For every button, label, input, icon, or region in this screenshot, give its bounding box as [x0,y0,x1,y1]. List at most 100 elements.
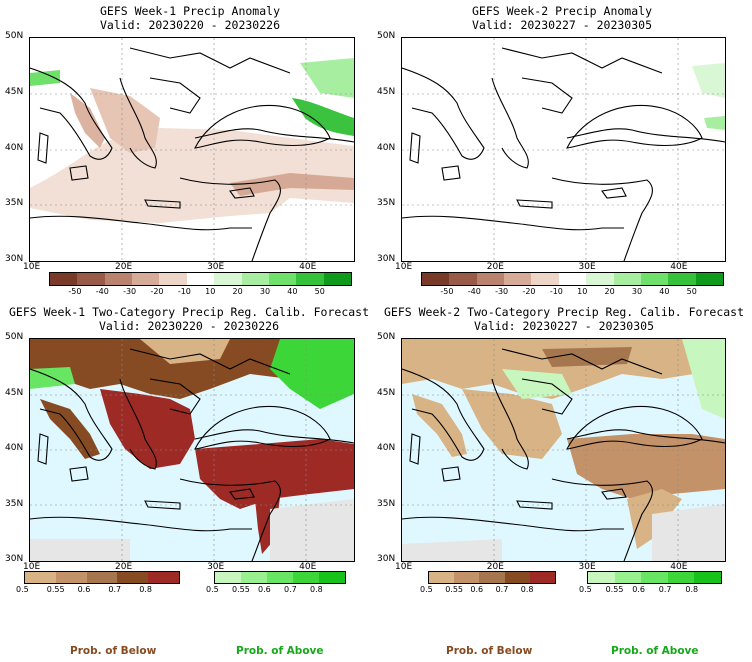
colorbar-swatch [241,273,269,285]
colorbar-swatch [531,273,559,285]
colorbar-swatch [640,273,669,285]
below-turkey [567,434,725,499]
panel4-title: GEFS Week-2 Two-Category Precip Reg. Cal… [383,305,745,333]
colorbar-label: 0.6 [77,585,91,594]
below-strip-dark [542,347,632,367]
colorbar-swatch [641,572,668,583]
colorbar-swatch [214,273,242,285]
prob-below-title-right: Prob. of Below [446,645,533,657]
prob-above-title-right: Prob. of Above [611,645,699,657]
coastlines [30,47,354,261]
colorbar-label: 0.7 [495,585,509,594]
colorbar-swatch [104,273,133,285]
panel3-title: GEFS Week-1 Two-Category Precip Reg. Cal… [8,305,370,333]
lon-label: 10E [23,562,41,572]
colorbar-swatch [429,572,455,583]
colorbar-swatch [586,273,614,285]
map-week1-twocat-svg [30,339,354,561]
above-east [682,339,725,419]
colorbar-swatch [159,273,187,285]
below-land-north [30,339,354,399]
colorbar-label: 0.6 [470,585,484,594]
colorbar-swatch [504,572,530,583]
colorbar-swatch [86,572,118,583]
colorbar-swatch [454,572,480,583]
colorbar-swatch [132,273,160,285]
wet-anomaly-north [692,63,725,98]
map-week1-anomaly [29,37,355,262]
below-colorbar-week2 [428,571,556,584]
lat-label: 30N [5,554,24,564]
prob-below-title-left: Prob. of Below [70,645,157,657]
colorbar-label: 10 [577,287,588,296]
below-land-north [402,339,725,399]
above-balkans [502,369,572,399]
map-week1-twocat [29,338,355,562]
colorbar-swatch [588,572,615,583]
desert-mask-east [652,504,725,561]
colorbar-swatch [50,273,78,285]
colorbar-swatch [614,572,642,583]
colorbar-label: 0.7 [658,585,672,594]
dry-anomaly-italy [70,93,105,148]
wet-anomaly-east [704,116,725,130]
dry-anomaly-region [30,128,354,223]
colorbar-label: 0.55 [232,585,250,594]
colorbar-label: 50 [314,287,325,296]
colorbar-swatch [668,273,696,285]
colorbar-label: 0.7 [108,585,122,594]
colorbar-label: 0.6 [632,585,645,594]
colorbar-swatch [613,273,641,285]
colorbar-swatch [268,273,297,285]
lon-label: 20E [486,262,504,272]
lon-label: 40E [670,562,688,572]
colorbar-swatch [25,572,56,583]
colorbar-label: 0.8 [310,585,323,594]
panel1-title: GEFS Week-1 Precip Anomaly Valid: 2023022… [99,4,280,32]
desert-mask-east [270,499,354,561]
colorbar-label: 0.55 [605,585,624,594]
colorbar-swatch [529,572,555,583]
colorbar-swatch [319,572,345,583]
lat-label: 45N [377,387,396,398]
above-colorbar-week1 [214,571,346,584]
lon-label: 20E [115,562,133,572]
colorbar-label: -10 [549,287,563,296]
above-colorbar-week2 [587,571,722,584]
lat-label: 50N [377,332,396,342]
colorbar-label: -30 [123,287,137,296]
colorbar-label: -50 [440,287,454,296]
wet-anomaly-north [300,58,354,98]
colorbar-label: 0.6 [258,585,271,594]
colorbar-swatch [296,273,324,285]
colorbar-swatch [117,572,149,583]
colorbar-label: 0.7 [284,585,297,594]
panel2-title: GEFS Week-2 Precip Anomaly Valid: 2023022… [471,4,652,32]
colorbar-swatch [476,273,505,285]
dry-anomaly-balkans [90,88,160,153]
lat-label: 50N [377,31,396,41]
colorbar-label: -50 [68,287,82,296]
colorbar-label: 40 [287,287,298,296]
anomaly-colorbar-week1 [49,272,352,286]
lat-label: 50N [5,332,24,342]
colorbar-swatch [449,273,477,285]
lon-label: 10E [23,262,41,272]
colorbar-swatch [422,273,450,285]
colorbar-label: 0.8 [685,585,699,594]
colorbar-swatch [77,273,105,285]
lon-label: 10E [395,262,413,272]
colorbar-swatch [695,273,723,285]
colorbar-label: 0.5 [579,585,592,594]
lat-label: 30N [5,254,24,264]
lat-label: 35N [5,498,24,509]
lon-label: 30E [578,262,596,272]
colorbar-label: 0.55 [445,585,463,594]
colorbar-label: -20 [150,287,164,296]
colorbar-swatch [694,572,721,583]
lat-label: 35N [377,498,396,509]
colorbar-label: 0.5 [16,585,29,594]
map-week1-anomaly-svg [30,38,354,261]
desert-mask [402,539,502,561]
prob-above-title-left: Prob. of Above [236,645,324,657]
